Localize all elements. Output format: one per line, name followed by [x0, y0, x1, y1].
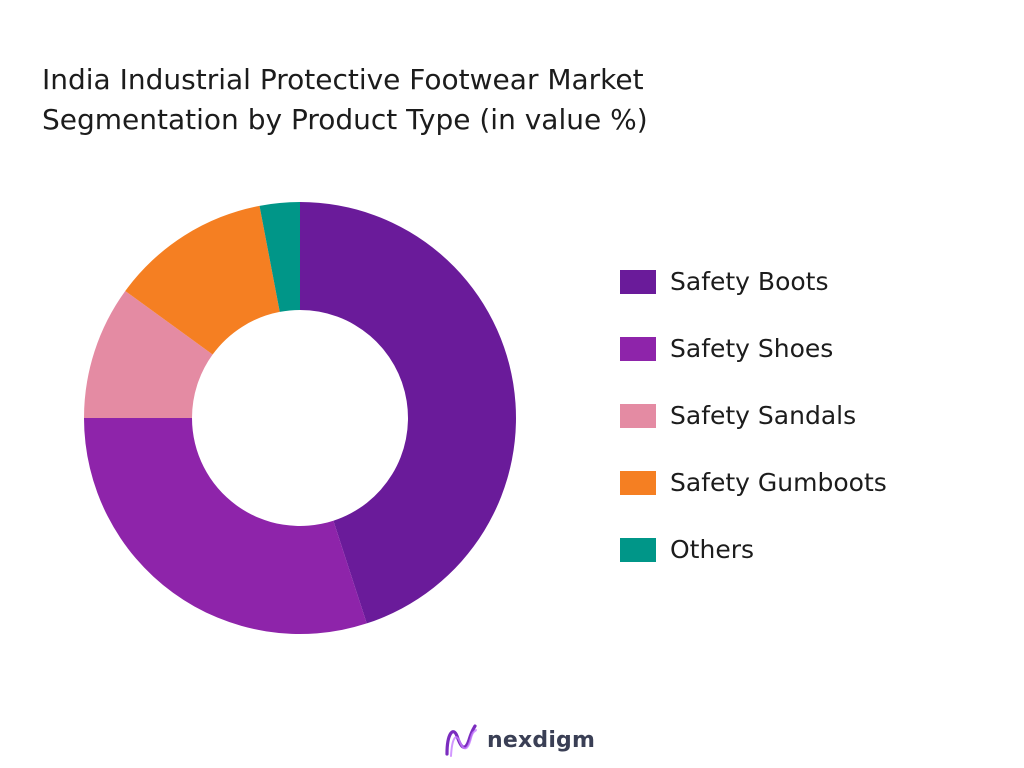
donut-slice-safety-boots: [300, 202, 516, 624]
donut-slice-others: [259, 202, 300, 312]
legend-item-safety-boots: Safety Boots: [620, 264, 887, 331]
legend-label-safety-sandals: Safety Sandals: [670, 401, 857, 430]
chart-title-line-1: India Industrial Protective Footwear Mar…: [42, 63, 644, 96]
brand-name: nexdigm: [487, 727, 596, 753]
legend-swatch-safety-boots: [620, 270, 656, 294]
legend-swatch-safety-sandals: [620, 404, 656, 428]
chart-title: India Industrial Protective Footwear Mar…: [42, 60, 942, 140]
nexdigm-wave-logo-icon: [445, 724, 477, 757]
legend-item-safety-sandals: Safety Sandals: [620, 398, 887, 465]
legend-item-safety-shoes: Safety Shoes: [620, 331, 887, 398]
donut-slice-safety-shoes: [84, 418, 367, 634]
chart-title-line-2: Segmentation by Product Type (in value %…: [42, 103, 648, 136]
brand-footer: nexdigm: [443, 722, 595, 758]
legend-swatch-safety-gumboots: [620, 471, 656, 495]
donut-slices: [84, 202, 516, 634]
legend-swatch-safety-shoes: [620, 337, 656, 361]
legend-label-safety-gumboots: Safety Gumboots: [670, 468, 887, 497]
donut-slice-safety-sandals: [84, 291, 213, 418]
legend-label-safety-shoes: Safety Shoes: [670, 334, 834, 363]
chart-legend: Safety Boots Safety Shoes Safety Sandals…: [620, 264, 887, 599]
legend-label-others: Others: [670, 535, 755, 564]
legend-swatch-others: [620, 538, 656, 562]
donut-slice-safety-gumboots: [125, 205, 280, 355]
legend-label-safety-boots: Safety Boots: [670, 267, 829, 296]
legend-item-others: Others: [620, 532, 887, 599]
legend-item-safety-gumboots: Safety Gumboots: [620, 465, 887, 532]
